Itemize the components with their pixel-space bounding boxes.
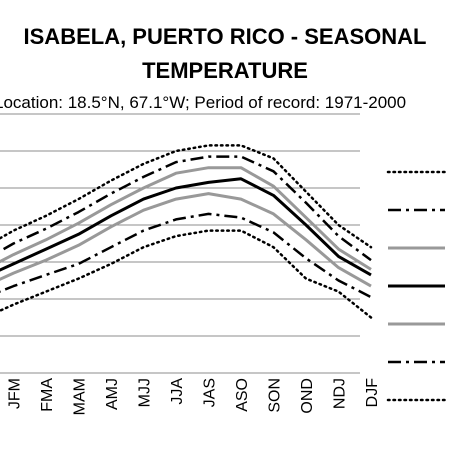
series-line-3 — [0, 166, 372, 271]
series-lines — [0, 144, 373, 319]
grid-lines — [0, 113, 360, 374]
series-line-2 — [0, 155, 372, 262]
x-tick-label: MJJ — [137, 378, 154, 407]
x-tick-label: FMA — [39, 378, 56, 412]
x-tick-label: DJF — [364, 378, 381, 408]
series-line-7 — [0, 229, 373, 319]
x-tick-label: OND — [299, 378, 316, 414]
x-tick-label: NDJ — [332, 378, 349, 409]
x-tick-labels: DJFJFMFMAMAMAMJMJJJJAJASASOSONONDNDJDJF — [7, 378, 382, 416]
x-tick-label: JAS — [202, 378, 219, 407]
series-line-6 — [0, 212, 372, 299]
series-line-4 — [0, 177, 372, 277]
series-line-1 — [0, 144, 373, 249]
chart-title-line-1: ISABELA, PUERTO RICO - SEASONAL — [23, 24, 427, 49]
x-tick-label: SON — [267, 378, 284, 413]
series-line-5 — [0, 192, 372, 288]
x-tick-label: JFM — [7, 378, 24, 409]
x-tick-label: AMJ — [104, 378, 121, 410]
x-tick-label: MAM — [72, 378, 89, 415]
legend — [386, 170, 447, 402]
x-tick-label: JJA — [169, 378, 186, 405]
chart-title-line-2: TEMPERATURE — [142, 58, 308, 83]
chart-subtitle: Location: 18.5°N, 67.1°W; Period of reco… — [0, 93, 407, 112]
x-tick-label: ASO — [234, 378, 251, 412]
